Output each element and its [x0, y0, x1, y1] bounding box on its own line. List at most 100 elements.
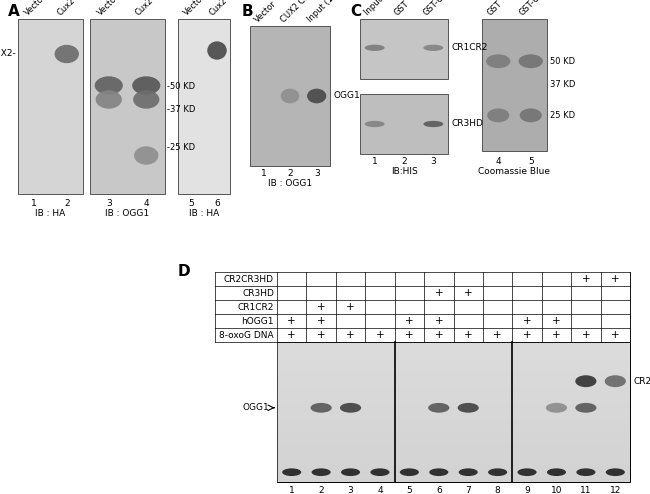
Text: +: + [317, 316, 326, 326]
Text: +: + [464, 330, 473, 340]
Bar [277, 392, 630, 395]
Text: +: + [346, 330, 355, 340]
Text: 6: 6 [214, 200, 220, 208]
Bar [277, 415, 630, 417]
Bar [277, 449, 630, 451]
Text: 1: 1 [261, 169, 266, 178]
Bar [277, 378, 630, 381]
Ellipse shape [282, 468, 301, 476]
Ellipse shape [95, 76, 123, 95]
Text: +: + [405, 330, 413, 340]
Ellipse shape [429, 468, 448, 476]
Text: 2: 2 [64, 200, 70, 208]
Ellipse shape [340, 403, 361, 412]
Text: CR3HD: CR3HD [242, 288, 274, 297]
Text: B: B [242, 4, 254, 19]
Text: +: + [317, 302, 326, 312]
Ellipse shape [96, 90, 122, 109]
Bar [277, 353, 630, 356]
Text: 3: 3 [348, 486, 354, 494]
Ellipse shape [311, 403, 332, 412]
Bar [277, 454, 630, 457]
Text: Vector: Vector [96, 0, 121, 17]
Text: 4: 4 [377, 486, 383, 494]
Text: D: D [178, 264, 190, 279]
Text: 2: 2 [401, 157, 407, 166]
Bar [277, 429, 630, 432]
Text: 1: 1 [289, 486, 294, 494]
Text: CUX2-: CUX2- [0, 49, 16, 58]
Text: GST-OGG1: GST-OGG1 [518, 0, 555, 17]
Text: 3: 3 [430, 157, 436, 166]
Ellipse shape [488, 468, 507, 476]
Bar [277, 417, 630, 420]
Ellipse shape [365, 121, 385, 127]
Text: A: A [8, 4, 20, 19]
Ellipse shape [370, 468, 389, 476]
Ellipse shape [606, 468, 625, 476]
Bar [360, 19, 448, 79]
Bar [277, 440, 630, 443]
Text: -37 KD: -37 KD [167, 106, 196, 115]
Text: 8-oxoG DNA: 8-oxoG DNA [220, 330, 274, 339]
Text: GST-OGG1: GST-OGG1 [422, 0, 459, 17]
Ellipse shape [133, 90, 159, 109]
Text: +: + [493, 330, 502, 340]
Bar [277, 434, 630, 437]
Ellipse shape [459, 468, 478, 476]
Bar [277, 457, 630, 459]
Text: Coomassie Blue: Coomassie Blue [478, 167, 551, 176]
Text: 5: 5 [188, 200, 194, 208]
Bar [277, 446, 630, 449]
Text: GST: GST [486, 0, 504, 17]
Text: OGG1: OGG1 [242, 403, 269, 412]
Text: 6: 6 [436, 486, 441, 494]
Ellipse shape [423, 121, 443, 127]
Bar [277, 367, 630, 370]
Bar [277, 404, 630, 407]
Bar [277, 479, 630, 482]
Ellipse shape [520, 108, 542, 123]
Ellipse shape [517, 468, 537, 476]
Text: +: + [582, 330, 590, 340]
Bar [277, 375, 630, 378]
Bar [277, 350, 630, 353]
Text: 2: 2 [287, 169, 292, 178]
Bar [482, 19, 547, 151]
Ellipse shape [132, 76, 161, 95]
Text: CR2CR3HD: CR2CR3HD [634, 377, 650, 386]
Text: +: + [376, 330, 384, 340]
Text: IB:HIS: IB:HIS [391, 167, 417, 176]
Ellipse shape [134, 146, 159, 165]
Ellipse shape [577, 468, 595, 476]
Text: +: + [434, 330, 443, 340]
Bar [277, 373, 630, 375]
Ellipse shape [365, 44, 385, 51]
Bar [277, 407, 630, 409]
Text: 3: 3 [314, 169, 320, 178]
Text: Vector: Vector [182, 0, 207, 17]
Bar [277, 412, 630, 415]
Text: +: + [464, 288, 473, 298]
Bar [277, 370, 630, 373]
Ellipse shape [547, 468, 566, 476]
Bar [277, 462, 630, 465]
Bar [277, 468, 630, 471]
Ellipse shape [423, 44, 443, 51]
Text: 10: 10 [551, 486, 562, 494]
Text: IB : OGG1: IB : OGG1 [268, 179, 312, 188]
Text: hOGG1: hOGG1 [242, 317, 274, 326]
Ellipse shape [575, 403, 597, 412]
Bar [277, 381, 630, 384]
Ellipse shape [488, 108, 510, 123]
Ellipse shape [307, 88, 326, 103]
Text: 3: 3 [106, 200, 112, 208]
Bar [277, 342, 630, 345]
Text: Cux2-HA: Cux2-HA [55, 0, 88, 17]
Ellipse shape [207, 41, 227, 60]
Text: 37 KD: 37 KD [550, 81, 575, 89]
Text: 1: 1 [372, 157, 378, 166]
Bar [277, 423, 630, 426]
Text: C: C [350, 4, 361, 19]
Text: CUX2 CR1CR2: CUX2 CR1CR2 [280, 0, 328, 24]
